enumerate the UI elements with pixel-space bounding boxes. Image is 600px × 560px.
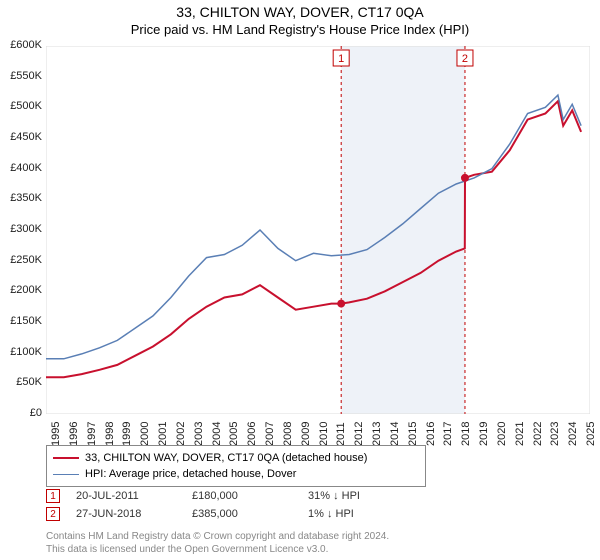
x-tick-label: 2025: [585, 422, 597, 446]
footer: Contains HM Land Registry data © Crown c…: [46, 530, 389, 556]
legend-row: 33, CHILTON WAY, DOVER, CT17 0QA (detach…: [53, 450, 419, 466]
y-tick-label: £200K: [0, 284, 42, 296]
x-tick-label: 2005: [228, 422, 240, 446]
x-tick-label: 2016: [425, 422, 437, 446]
y-tick-label: £600K: [0, 39, 42, 51]
x-tick-label: 2022: [532, 422, 544, 446]
event-date: 20-JUL-2011: [76, 490, 176, 502]
event-row: 1 20-JUL-2011 £180,000 31% ↓ HPI: [46, 487, 408, 505]
x-tick-label: 2020: [496, 422, 508, 446]
legend-label: HPI: Average price, detached house, Dove…: [85, 468, 296, 480]
event-marker-1: 1: [46, 489, 60, 503]
event-price: £180,000: [192, 490, 292, 502]
y-tick-label: £550K: [0, 70, 42, 82]
legend-row: HPI: Average price, detached house, Dove…: [53, 466, 419, 482]
x-tick-label: 2013: [371, 422, 383, 446]
event-delta: 1% ↓ HPI: [308, 508, 408, 520]
y-tick-label: £400K: [0, 162, 42, 174]
x-tick-label: 2010: [318, 422, 330, 446]
y-tick-label: £100K: [0, 346, 42, 358]
x-tick-label: 1998: [104, 422, 116, 446]
y-tick-label: £450K: [0, 131, 42, 143]
x-tick-label: 2003: [193, 422, 205, 446]
footer-line1: Contains HM Land Registry data © Crown c…: [46, 530, 389, 543]
x-tick-label: 2002: [175, 422, 187, 446]
x-tick-label: 2006: [246, 422, 258, 446]
legend-swatch-hpi: [53, 474, 79, 475]
chart-plot: 12: [46, 46, 590, 414]
y-tick-label: £300K: [0, 223, 42, 235]
y-tick-label: £250K: [0, 254, 42, 266]
y-tick-label: £0: [0, 407, 42, 419]
event-date: 27-JUN-2018: [76, 508, 176, 520]
x-tick-label: 1996: [68, 422, 80, 446]
x-tick-label: 2015: [407, 422, 419, 446]
x-tick-label: 2000: [139, 422, 151, 446]
events-table: 1 20-JUL-2011 £180,000 31% ↓ HPI 2 27-JU…: [46, 487, 408, 523]
x-tick-label: 1997: [86, 422, 98, 446]
legend-swatch-property: [53, 457, 79, 459]
x-tick-label: 2014: [389, 422, 401, 446]
event-price: £385,000: [192, 508, 292, 520]
y-tick-label: £350K: [0, 192, 42, 204]
x-tick-label: 2021: [514, 422, 526, 446]
x-tick-label: 2019: [478, 422, 490, 446]
x-tick-label: 2024: [567, 422, 579, 446]
y-tick-label: £150K: [0, 315, 42, 327]
x-tick-label: 1999: [121, 422, 133, 446]
x-tick-label: 2004: [211, 422, 223, 446]
x-tick-label: 2023: [549, 422, 561, 446]
x-tick-label: 2012: [353, 422, 365, 446]
event-delta: 31% ↓ HPI: [308, 490, 408, 502]
y-tick-label: £500K: [0, 100, 42, 112]
x-tick-label: 2018: [460, 422, 472, 446]
legend-label: 33, CHILTON WAY, DOVER, CT17 0QA (detach…: [85, 452, 367, 464]
x-tick-label: 2008: [282, 422, 294, 446]
chart-subtitle: Price paid vs. HM Land Registry's House …: [0, 20, 600, 43]
x-tick-label: 2011: [335, 422, 347, 446]
footer-line2: This data is licensed under the Open Gov…: [46, 543, 389, 556]
x-tick-label: 1995: [50, 422, 62, 446]
legend: 33, CHILTON WAY, DOVER, CT17 0QA (detach…: [46, 445, 426, 487]
event-row: 2 27-JUN-2018 £385,000 1% ↓ HPI: [46, 505, 408, 523]
x-tick-label: 2001: [157, 422, 169, 446]
chart-title: 33, CHILTON WAY, DOVER, CT17 0QA: [0, 0, 600, 20]
x-tick-label: 2009: [300, 422, 312, 446]
svg-text:1: 1: [338, 53, 344, 65]
svg-text:2: 2: [462, 53, 468, 65]
y-tick-label: £50K: [0, 376, 42, 388]
x-tick-label: 2017: [442, 422, 454, 446]
x-tick-label: 2007: [264, 422, 276, 446]
event-marker-2: 2: [46, 507, 60, 521]
